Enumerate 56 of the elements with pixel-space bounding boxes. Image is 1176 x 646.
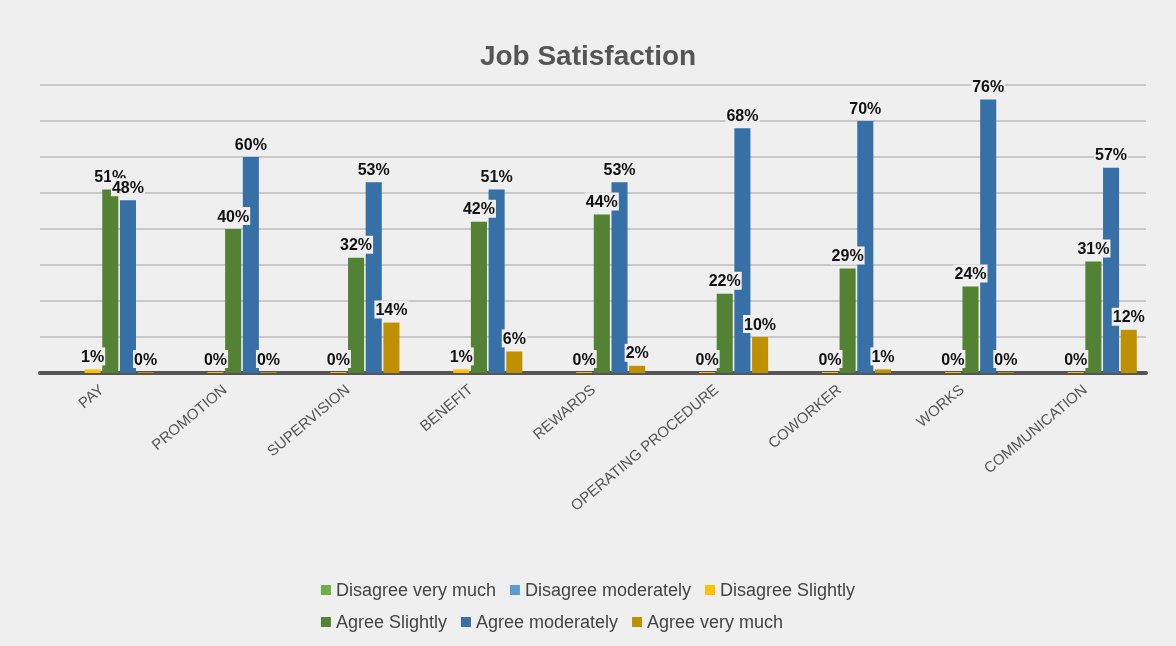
data-label: 0%: [818, 350, 842, 368]
legend-label: Agree moderately: [475, 612, 619, 632]
bar: [383, 322, 400, 373]
data-label: 2%: [625, 344, 649, 362]
data-label: 0%: [572, 350, 596, 368]
data-label: 32%: [340, 236, 373, 254]
legend-label: Disagree very much: [335, 580, 496, 600]
legend-label: Agree Slightly: [335, 612, 447, 632]
data-label: 53%: [357, 160, 390, 178]
chart-title: Job Satisfaction: [479, 39, 697, 71]
legend-label: Disagree Slightly: [720, 580, 856, 600]
bar: [1085, 261, 1102, 373]
data-label: 42%: [462, 200, 495, 218]
data-label: 57%: [1095, 146, 1128, 164]
x-tick-label: PAY: [74, 380, 107, 412]
bar: [84, 369, 101, 373]
data-label: 10%: [744, 315, 777, 333]
data-label: 51%: [480, 167, 513, 185]
data-label: 12%: [1112, 308, 1145, 326]
data-label: 53%: [603, 160, 636, 178]
data-label: 0%: [134, 350, 158, 368]
data-label: 40%: [217, 207, 250, 225]
data-label: 14%: [375, 301, 408, 319]
data-label: 0%: [994, 350, 1018, 368]
data-label: 0%: [1064, 350, 1088, 368]
data-label: 6%: [502, 329, 526, 347]
data-label: 31%: [1077, 239, 1110, 257]
data-label: 0%: [695, 350, 719, 368]
data-label: 0%: [256, 350, 281, 368]
data-label: 70%: [849, 99, 882, 117]
bar: [962, 286, 979, 373]
data-label: 24%: [954, 265, 987, 283]
data-label: 1%: [81, 347, 105, 365]
data-label: 0%: [941, 350, 965, 368]
bar: [1120, 329, 1137, 373]
bar: [119, 200, 136, 373]
data-label: 76%: [972, 77, 1005, 95]
bar: [453, 369, 470, 373]
data-label: 1%: [449, 347, 473, 365]
bar: [839, 268, 856, 373]
data-label: 0%: [203, 350, 228, 368]
bar: [348, 257, 365, 373]
data-label: 29%: [831, 247, 864, 265]
data-label: 0%: [326, 350, 350, 368]
bar: [874, 369, 892, 373]
data-label: 1%: [871, 347, 895, 365]
data-label: 60%: [234, 135, 267, 153]
legend-label: Agree very much: [647, 612, 784, 632]
data-label: 22%: [708, 272, 741, 290]
bar: [506, 351, 523, 373]
data-label: 68%: [726, 106, 759, 124]
bar: [225, 229, 242, 373]
data-label: 44%: [585, 193, 618, 211]
bar: [629, 365, 646, 373]
bar: [752, 337, 769, 373]
legend-label: Disagree moderately: [524, 580, 692, 600]
